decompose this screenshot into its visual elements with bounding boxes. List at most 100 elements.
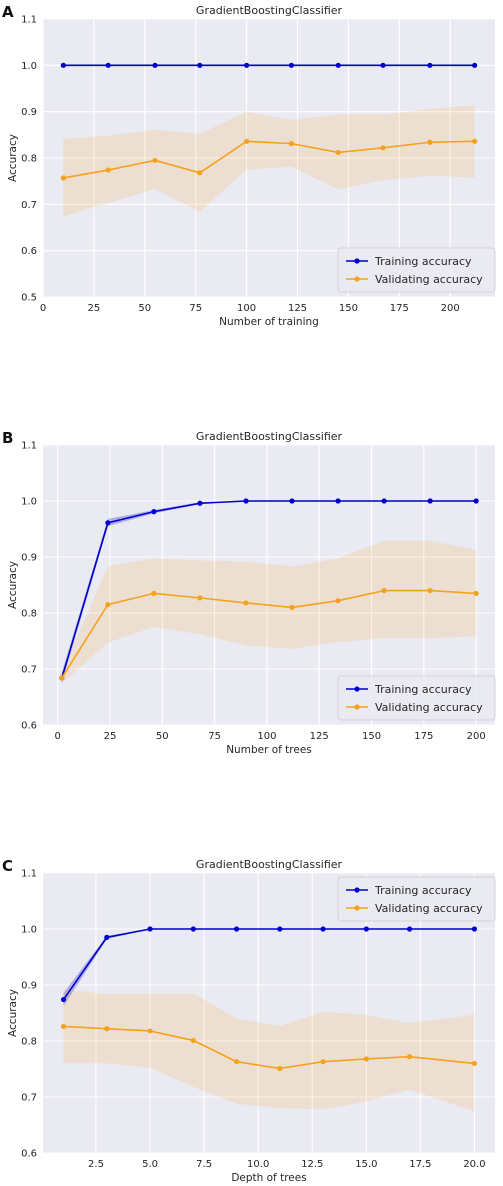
y-tick-label: 0.9 [21, 553, 37, 564]
data-point-validating [288, 141, 294, 147]
data-point-validating [151, 590, 157, 597]
data-point-training [335, 62, 341, 68]
x-tick-label: 125 [310, 731, 329, 742]
data-point-validating [427, 588, 433, 594]
x-tick-label: 25 [88, 303, 101, 314]
y-tick-label: 1.1 [21, 15, 37, 26]
data-point-validating [380, 145, 386, 151]
data-point-training [152, 62, 158, 68]
y-tick-label: 1.1 [21, 441, 37, 452]
data-point-validating [233, 1059, 240, 1065]
legend-marker-validating [354, 276, 360, 282]
data-point-validating [289, 604, 295, 611]
data-point-validating [60, 175, 66, 181]
data-point-validating [363, 1056, 369, 1062]
legend-box [337, 675, 496, 721]
y-tick-label: 0.8 [21, 609, 37, 620]
x-tick-label: 50 [138, 303, 151, 314]
data-point-training [147, 926, 153, 932]
data-point-validating [427, 139, 433, 145]
data-point-validating [105, 167, 111, 173]
data-point-training [233, 926, 240, 932]
data-point-validating [473, 590, 479, 597]
data-point-training [104, 934, 110, 941]
confidence-band-validating [63, 989, 475, 1112]
data-point-training [151, 509, 157, 515]
chart-title: GradientBoostingClassifier [196, 430, 343, 443]
x-axis-label: Depth of trees [231, 1172, 306, 1184]
data-point-training [197, 500, 203, 506]
y-axis-label: Accuracy [7, 134, 19, 182]
data-point-validating [471, 1060, 478, 1066]
legend: Training accuracy Validating accuracy [337, 247, 496, 293]
data-point-training [190, 926, 196, 932]
x-tick-label: 75 [208, 731, 221, 742]
data-point-training [60, 996, 67, 1003]
legend-label-training: Training accuracy [374, 683, 472, 696]
panel-label: B [2, 429, 13, 447]
x-tick-label: 15.0 [355, 1159, 377, 1170]
legend-label-training: Training accuracy [374, 255, 472, 268]
chart-panel-b: 0.6 0.7 0.8 0.9 1.0 1.1 0 25 50 75 100 125 150 175 200… [2, 429, 496, 756]
panel-label: A [2, 3, 14, 21]
chart-title: GradientBoostingClassifier [196, 4, 343, 17]
x-tick-label: 12.5 [301, 1159, 323, 1170]
legend-marker-training [354, 258, 360, 264]
data-point-training [381, 498, 387, 504]
data-point-training [60, 62, 66, 68]
y-tick-label: 0.6 [21, 246, 37, 257]
x-tick-label: 100 [257, 731, 276, 742]
data-point-training [243, 498, 249, 504]
data-point-validating [335, 149, 341, 156]
data-point-validating [197, 595, 203, 601]
series-line-validating [63, 1025, 475, 1070]
series-line-validating [61, 589, 477, 679]
y-tick-label: 0.7 [21, 1093, 37, 1104]
data-point-training [335, 498, 341, 504]
chart-panel-a: 0.5 0.6 0.7 0.8 0.9 1.0 1.1 0 25 50 75 100 125 150 175… [2, 3, 496, 328]
data-point-training [380, 62, 386, 68]
x-tick-label: 150 [362, 731, 381, 742]
legend-label-validating: Validating accuracy [375, 273, 483, 286]
data-point-training [427, 62, 433, 68]
data-point-training [472, 62, 478, 68]
legend: Training accuracy Validating accuracy [337, 675, 496, 721]
data-point-validating [59, 675, 65, 681]
chart-title: GradientBoostingClassifier [196, 858, 343, 871]
data-point-validating [381, 588, 387, 594]
x-tick-label: 175 [390, 303, 409, 314]
data-point-training [277, 926, 283, 932]
x-tick-label: 100 [237, 303, 256, 314]
confidence-band-validating [63, 105, 475, 217]
x-tick-label: 125 [288, 303, 307, 314]
x-tick-label: 10.0 [247, 1159, 269, 1170]
legend-box [337, 876, 496, 922]
data-point-validating [104, 1026, 110, 1032]
legend-label-validating: Validating accuracy [375, 902, 483, 915]
y-tick-label: 0.7 [21, 200, 37, 211]
x-tick-label: 200 [441, 303, 460, 314]
data-point-training [320, 926, 326, 932]
y-tick-label: 0.5 [21, 293, 37, 304]
data-point-training [363, 926, 369, 932]
x-tick-label: 200 [467, 731, 486, 742]
chart-panel-c: 0.6 0.7 0.8 0.9 1.0 1.1 2.5 5.0 7.5 10.0 12.5 15.0 1… [2, 857, 496, 1184]
data-point-validating [190, 1037, 196, 1044]
x-tick-label: 5.0 [142, 1159, 158, 1170]
data-point-training [105, 520, 111, 526]
x-tick-label: 7.5 [196, 1159, 212, 1170]
data-point-validating [277, 1065, 283, 1072]
legend: Training accuracy Validating accuracy [337, 876, 496, 922]
x-tick-label: 0 [54, 731, 60, 742]
legend-box [337, 247, 496, 293]
series-line-training [61, 500, 477, 679]
y-axis-label: Accuracy [7, 561, 19, 609]
y-axis-label: Accuracy [7, 989, 19, 1037]
data-point-validating [197, 170, 203, 176]
confidence-band-validating [61, 540, 477, 684]
legend-label-training: Training accuracy [374, 884, 472, 897]
data-point-training [197, 62, 203, 68]
y-tick-label: 0.9 [21, 107, 37, 118]
x-tick-label: 175 [414, 731, 433, 742]
